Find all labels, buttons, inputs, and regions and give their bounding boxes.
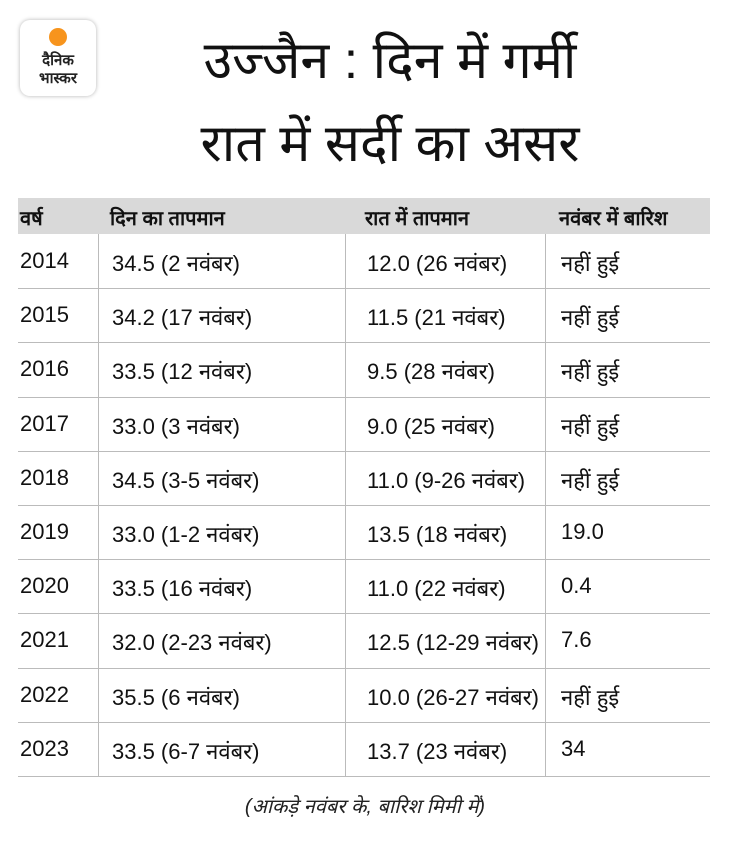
row-divider <box>18 776 710 777</box>
table-cell: 33.5 (6-7 नवंबर) <box>112 738 260 764</box>
table-cell: 2020 <box>20 573 69 599</box>
row-divider <box>18 288 710 290</box>
table-cell: 19.0 <box>561 519 604 544</box>
table-cell: 11.5 (21 नवंबर) <box>367 305 506 331</box>
table-cell: 34 <box>561 735 586 761</box>
table-cell: 13.7 (23 नवंबर) <box>367 738 508 764</box>
row-divider <box>18 613 710 615</box>
table-cell: 10.0 (26-27 नवंबर) <box>367 684 539 710</box>
table-cell: 34.5 (2 नवंबर) <box>112 251 240 276</box>
table-cell: 2018 <box>20 464 69 490</box>
column-divider <box>98 234 99 776</box>
column-header: नवंबर में बारिश <box>559 208 668 230</box>
logo-text: दैनिक <box>42 52 74 69</box>
column-header: दिन का तापमान <box>110 208 225 230</box>
row-divider <box>18 721 710 723</box>
table-cell: नहीं हुई <box>561 684 620 710</box>
table-cell: नहीं हुई <box>561 467 620 493</box>
row-divider <box>18 396 710 398</box>
table-cell: 2023 <box>20 735 69 761</box>
row-divider <box>18 505 710 506</box>
row-divider <box>18 667 710 669</box>
table-cell: 2014 <box>20 248 69 273</box>
footnote: (आंकड़े नवंबर के, बारिश मिमी में) <box>244 796 486 818</box>
table-cell: 0.4 <box>561 573 592 599</box>
column-divider <box>345 234 346 776</box>
logo-text: भास्कर <box>39 70 77 87</box>
table-cell: 2019 <box>20 519 69 544</box>
logo: दैनिक भास्कर <box>20 20 96 96</box>
table-cell: 34.2 (17 नवंबर) <box>112 305 253 331</box>
table-cell: 12.5 (12-29 नवंबर) <box>367 630 539 656</box>
table-cell: 11.0 (9-26 नवंबर) <box>367 467 526 493</box>
column-divider <box>545 234 546 776</box>
table-cell: 12.0 (26 नवंबर) <box>367 251 508 276</box>
table-header <box>18 198 710 234</box>
table-cell: 34.5 (3-5 नवंबर) <box>112 467 260 493</box>
row-divider <box>18 559 710 561</box>
table-cell: 32.0 (2-23 नवंबर) <box>112 630 272 656</box>
logo-sun <box>49 28 67 46</box>
table-cell: 9.5 (28 नवंबर) <box>367 359 495 385</box>
column-header: रात में तापमान <box>365 208 470 230</box>
table-cell: 13.5 (18 नवंबर) <box>367 522 508 547</box>
column-header: वर्ष <box>20 208 43 230</box>
table-cell: नहीं हुई <box>561 413 620 439</box>
table-cell: 2021 <box>20 627 69 653</box>
table-cell: 7.6 <box>561 627 592 653</box>
table-cell: 35.5 (6 नवंबर) <box>112 684 240 710</box>
row-divider <box>18 450 710 452</box>
table-cell: 2016 <box>20 356 69 382</box>
table-cell: 33.0 (1-2 नवंबर) <box>112 522 260 547</box>
table-cell: 2015 <box>20 302 69 328</box>
table-cell: नहीं हुई <box>561 305 620 331</box>
table-cell: नहीं हुई <box>561 359 620 385</box>
row-divider <box>18 342 710 344</box>
table-cell: 33.5 (12 नवंबर) <box>112 359 253 385</box>
table-cell: 9.0 (25 नवंबर) <box>367 413 495 439</box>
table-cell: 2022 <box>20 681 69 707</box>
table-cell: 33.0 (3 नवंबर) <box>112 413 240 439</box>
title: रात में सर्दी का असर <box>200 115 580 173</box>
table-cell: नहीं हुई <box>561 251 620 276</box>
table-cell: 33.5 (16 नवंबर) <box>112 576 253 602</box>
table-cell: 11.0 (22 नवंबर) <box>367 576 506 602</box>
table-cell: 2017 <box>20 410 69 436</box>
title: उज्जैन : दिन में गर्मी <box>203 32 577 90</box>
